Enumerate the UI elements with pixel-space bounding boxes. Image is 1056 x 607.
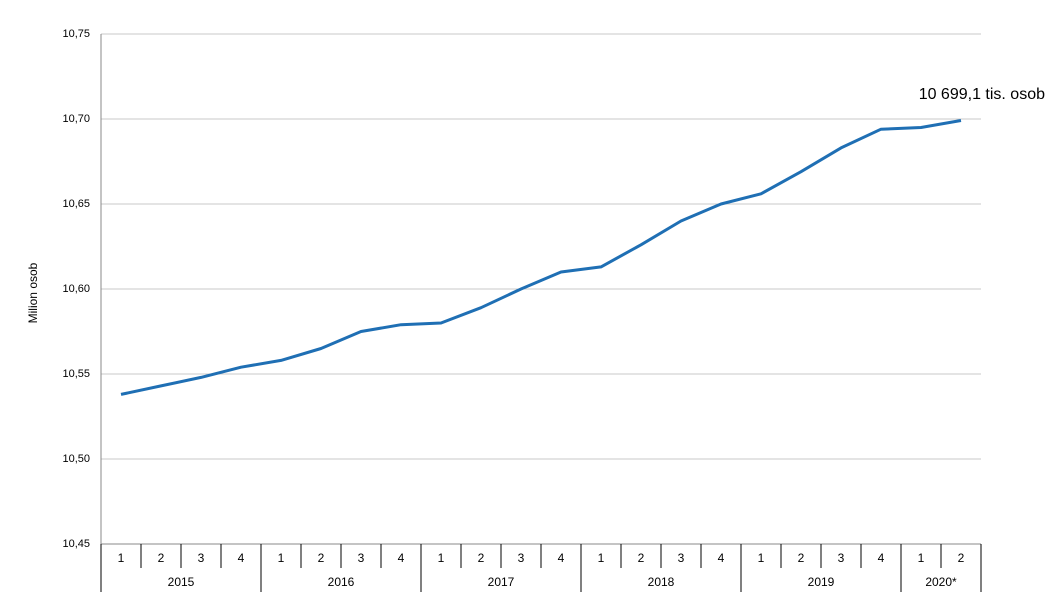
group-label: 2015 <box>168 575 195 589</box>
x-tick-label: 2 <box>798 551 805 565</box>
y-tick-label: 10,60 <box>62 283 90 295</box>
x-tick-label: 4 <box>238 551 245 565</box>
group-label: 2018 <box>648 575 675 589</box>
group-label: 2019 <box>808 575 835 589</box>
data-line <box>120 119 962 396</box>
y-tick-label: 10,70 <box>62 113 90 125</box>
x-tick-label: 2 <box>638 551 645 565</box>
x-tick-label: 2 <box>958 551 965 565</box>
x-tick-label: 2 <box>158 551 165 565</box>
group-label: 2020* <box>925 575 957 589</box>
x-tick-label: 2 <box>318 551 325 565</box>
x-tick-label: 3 <box>518 551 525 565</box>
y-tick-label: 10,55 <box>62 368 90 380</box>
x-tick-label: 4 <box>398 551 405 565</box>
x-tick-label: 4 <box>558 551 565 565</box>
x-tick-label: 4 <box>878 551 885 565</box>
y-tick-label: 10,75 <box>62 28 90 40</box>
x-tick-label: 3 <box>198 551 205 565</box>
group-label: 2016 <box>328 575 355 589</box>
group-label: 2017 <box>488 575 515 589</box>
x-tick-label: 1 <box>278 551 285 565</box>
x-tick-label: 1 <box>598 551 605 565</box>
x-tick-label: 3 <box>358 551 365 565</box>
y-tick-label: 10,65 <box>62 198 90 210</box>
x-tick-label: 3 <box>838 551 845 565</box>
x-tick-label: 2 <box>478 551 485 565</box>
y-tick-label: 10,50 <box>62 453 90 465</box>
x-tick-label: 4 <box>718 551 725 565</box>
y-axis-label: Milion osob <box>26 262 40 323</box>
x-tick-label: 1 <box>918 551 925 565</box>
annotation: 10 699,1 tis. osob <box>919 86 1045 103</box>
x-tick-label: 3 <box>678 551 685 565</box>
x-tick-label: 1 <box>118 551 125 565</box>
x-tick-label: 1 <box>438 551 445 565</box>
y-tick-label: 10,45 <box>62 538 90 550</box>
x-tick-label: 1 <box>758 551 765 565</box>
